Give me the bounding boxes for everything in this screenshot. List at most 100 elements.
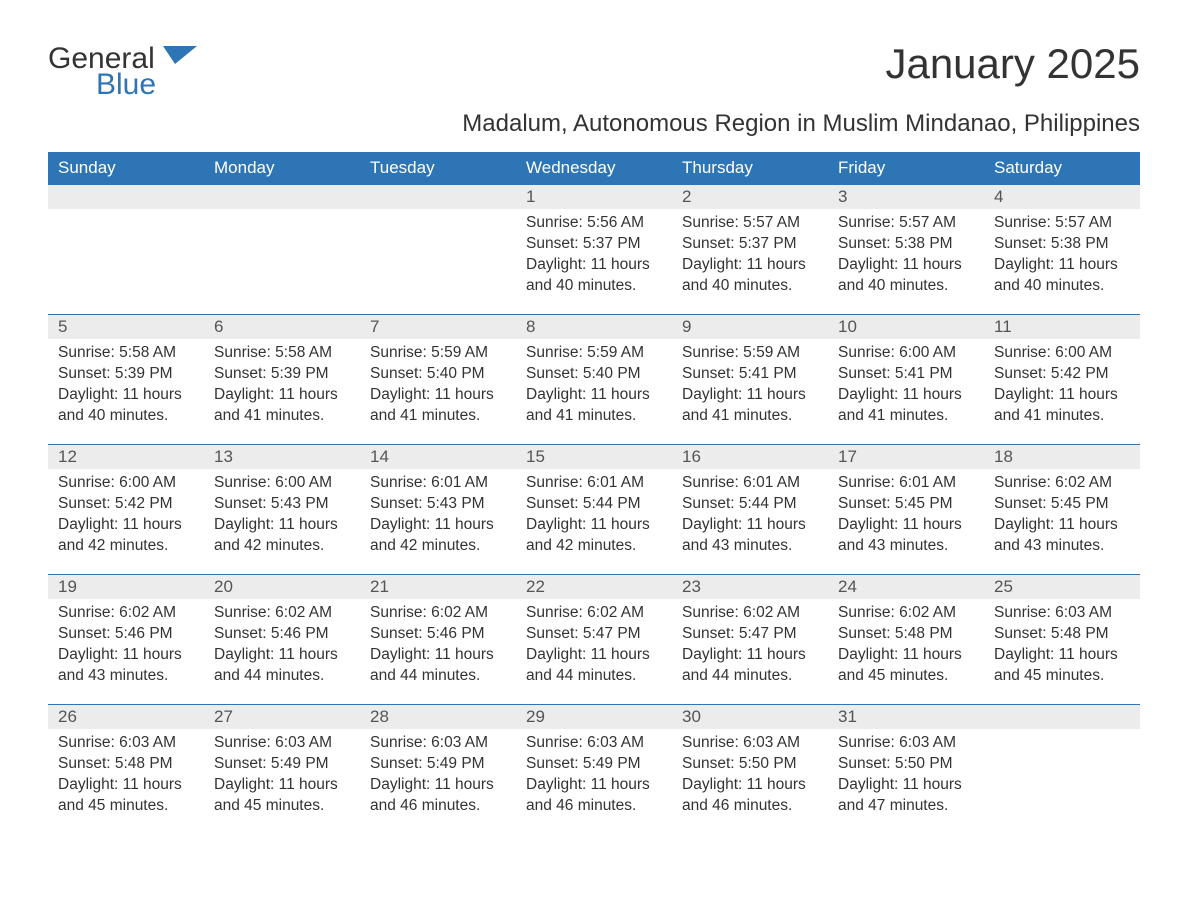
day-data: Sunrise: 5:56 AMSunset: 5:37 PMDaylight:… [516,209,672,307]
empty-day [48,185,204,209]
day-number: 2 [672,185,828,209]
day-number: 1 [516,185,672,209]
day-number: 3 [828,185,984,209]
day-number: 30 [672,705,828,729]
day-data: Sunrise: 6:01 AMSunset: 5:43 PMDaylight:… [360,469,516,567]
calendar-cell: 16Sunrise: 6:01 AMSunset: 5:44 PMDayligh… [672,445,828,575]
calendar-week-row: 19Sunrise: 6:02 AMSunset: 5:46 PMDayligh… [48,575,1140,705]
day-data: Sunrise: 5:59 AMSunset: 5:40 PMDaylight:… [360,339,516,437]
calendar-week-row: 1Sunrise: 5:56 AMSunset: 5:37 PMDaylight… [48,185,1140,315]
day-number: 31 [828,705,984,729]
calendar-cell [204,185,360,315]
weekday-header: Saturday [984,152,1140,185]
day-data: Sunrise: 5:58 AMSunset: 5:39 PMDaylight:… [48,339,204,437]
day-number: 25 [984,575,1140,599]
weekday-header-row: Sunday Monday Tuesday Wednesday Thursday… [48,152,1140,185]
calendar-cell: 15Sunrise: 6:01 AMSunset: 5:44 PMDayligh… [516,445,672,575]
day-number: 6 [204,315,360,339]
calendar-cell: 6Sunrise: 5:58 AMSunset: 5:39 PMDaylight… [204,315,360,445]
day-number: 19 [48,575,204,599]
calendar-cell: 8Sunrise: 5:59 AMSunset: 5:40 PMDaylight… [516,315,672,445]
header: General Blue January 2025 [48,40,1140,102]
day-data: Sunrise: 6:02 AMSunset: 5:46 PMDaylight:… [204,599,360,697]
day-number: 11 [984,315,1140,339]
calendar-cell: 27Sunrise: 6:03 AMSunset: 5:49 PMDayligh… [204,705,360,835]
calendar-week-row: 12Sunrise: 6:00 AMSunset: 5:42 PMDayligh… [48,445,1140,575]
day-number: 7 [360,315,516,339]
calendar-cell: 13Sunrise: 6:00 AMSunset: 5:43 PMDayligh… [204,445,360,575]
calendar-cell: 12Sunrise: 6:00 AMSunset: 5:42 PMDayligh… [48,445,204,575]
day-number: 4 [984,185,1140,209]
weekday-header: Tuesday [360,152,516,185]
calendar-cell: 20Sunrise: 6:02 AMSunset: 5:46 PMDayligh… [204,575,360,705]
calendar-cell: 28Sunrise: 6:03 AMSunset: 5:49 PMDayligh… [360,705,516,835]
calendar-cell: 9Sunrise: 5:59 AMSunset: 5:41 PMDaylight… [672,315,828,445]
day-number: 8 [516,315,672,339]
day-number: 9 [672,315,828,339]
calendar-cell: 14Sunrise: 6:01 AMSunset: 5:43 PMDayligh… [360,445,516,575]
day-number: 24 [828,575,984,599]
weekday-header: Friday [828,152,984,185]
day-data: Sunrise: 6:02 AMSunset: 5:46 PMDaylight:… [48,599,204,697]
empty-day [204,185,360,209]
day-number: 28 [360,705,516,729]
weekday-header: Wednesday [516,152,672,185]
day-number: 23 [672,575,828,599]
calendar-week-row: 26Sunrise: 6:03 AMSunset: 5:48 PMDayligh… [48,705,1140,835]
calendar-cell: 5Sunrise: 5:58 AMSunset: 5:39 PMDaylight… [48,315,204,445]
calendar-cell: 4Sunrise: 5:57 AMSunset: 5:38 PMDaylight… [984,185,1140,315]
day-number: 17 [828,445,984,469]
day-number: 26 [48,705,204,729]
day-data: Sunrise: 6:01 AMSunset: 5:44 PMDaylight:… [672,469,828,567]
day-data: Sunrise: 6:03 AMSunset: 5:49 PMDaylight:… [204,729,360,827]
day-number: 21 [360,575,516,599]
day-data: Sunrise: 6:03 AMSunset: 5:48 PMDaylight:… [984,599,1140,697]
day-data: Sunrise: 5:59 AMSunset: 5:41 PMDaylight:… [672,339,828,437]
day-number: 16 [672,445,828,469]
calendar-cell: 29Sunrise: 6:03 AMSunset: 5:49 PMDayligh… [516,705,672,835]
calendar-cell: 11Sunrise: 6:00 AMSunset: 5:42 PMDayligh… [984,315,1140,445]
calendar-cell: 1Sunrise: 5:56 AMSunset: 5:37 PMDaylight… [516,185,672,315]
day-data: Sunrise: 6:03 AMSunset: 5:49 PMDaylight:… [360,729,516,827]
calendar-table: Sunday Monday Tuesday Wednesday Thursday… [48,152,1140,835]
day-data: Sunrise: 5:58 AMSunset: 5:39 PMDaylight:… [204,339,360,437]
day-data: Sunrise: 5:57 AMSunset: 5:38 PMDaylight:… [828,209,984,307]
calendar-cell: 26Sunrise: 6:03 AMSunset: 5:48 PMDayligh… [48,705,204,835]
day-number: 18 [984,445,1140,469]
day-number: 29 [516,705,672,729]
day-data: Sunrise: 6:02 AMSunset: 5:45 PMDaylight:… [984,469,1140,567]
day-data: Sunrise: 6:00 AMSunset: 5:42 PMDaylight:… [48,469,204,567]
day-number: 22 [516,575,672,599]
day-data: Sunrise: 5:57 AMSunset: 5:38 PMDaylight:… [984,209,1140,307]
day-data: Sunrise: 6:01 AMSunset: 5:44 PMDaylight:… [516,469,672,567]
logo-flag-icon [163,46,197,73]
calendar-cell [984,705,1140,835]
day-data: Sunrise: 6:00 AMSunset: 5:41 PMDaylight:… [828,339,984,437]
logo-text-blue: Blue [96,68,197,102]
weekday-header: Thursday [672,152,828,185]
day-data: Sunrise: 6:00 AMSunset: 5:42 PMDaylight:… [984,339,1140,437]
calendar-cell [48,185,204,315]
weekday-header: Monday [204,152,360,185]
logo: General Blue [48,40,197,102]
calendar-cell: 7Sunrise: 5:59 AMSunset: 5:40 PMDaylight… [360,315,516,445]
calendar-cell [360,185,516,315]
day-data: Sunrise: 5:57 AMSunset: 5:37 PMDaylight:… [672,209,828,307]
day-number: 14 [360,445,516,469]
empty-day [984,705,1140,729]
day-number: 12 [48,445,204,469]
day-number: 5 [48,315,204,339]
day-data: Sunrise: 5:59 AMSunset: 5:40 PMDaylight:… [516,339,672,437]
calendar-week-row: 5Sunrise: 5:58 AMSunset: 5:39 PMDaylight… [48,315,1140,445]
calendar-cell: 10Sunrise: 6:00 AMSunset: 5:41 PMDayligh… [828,315,984,445]
page-subtitle: Madalum, Autonomous Region in Muslim Min… [48,110,1140,138]
page-title: January 2025 [885,40,1140,88]
day-data: Sunrise: 6:02 AMSunset: 5:46 PMDaylight:… [360,599,516,697]
day-number: 15 [516,445,672,469]
calendar-cell: 23Sunrise: 6:02 AMSunset: 5:47 PMDayligh… [672,575,828,705]
calendar-cell: 30Sunrise: 6:03 AMSunset: 5:50 PMDayligh… [672,705,828,835]
calendar-cell: 22Sunrise: 6:02 AMSunset: 5:47 PMDayligh… [516,575,672,705]
weekday-header: Sunday [48,152,204,185]
calendar-cell: 25Sunrise: 6:03 AMSunset: 5:48 PMDayligh… [984,575,1140,705]
calendar-cell: 2Sunrise: 5:57 AMSunset: 5:37 PMDaylight… [672,185,828,315]
